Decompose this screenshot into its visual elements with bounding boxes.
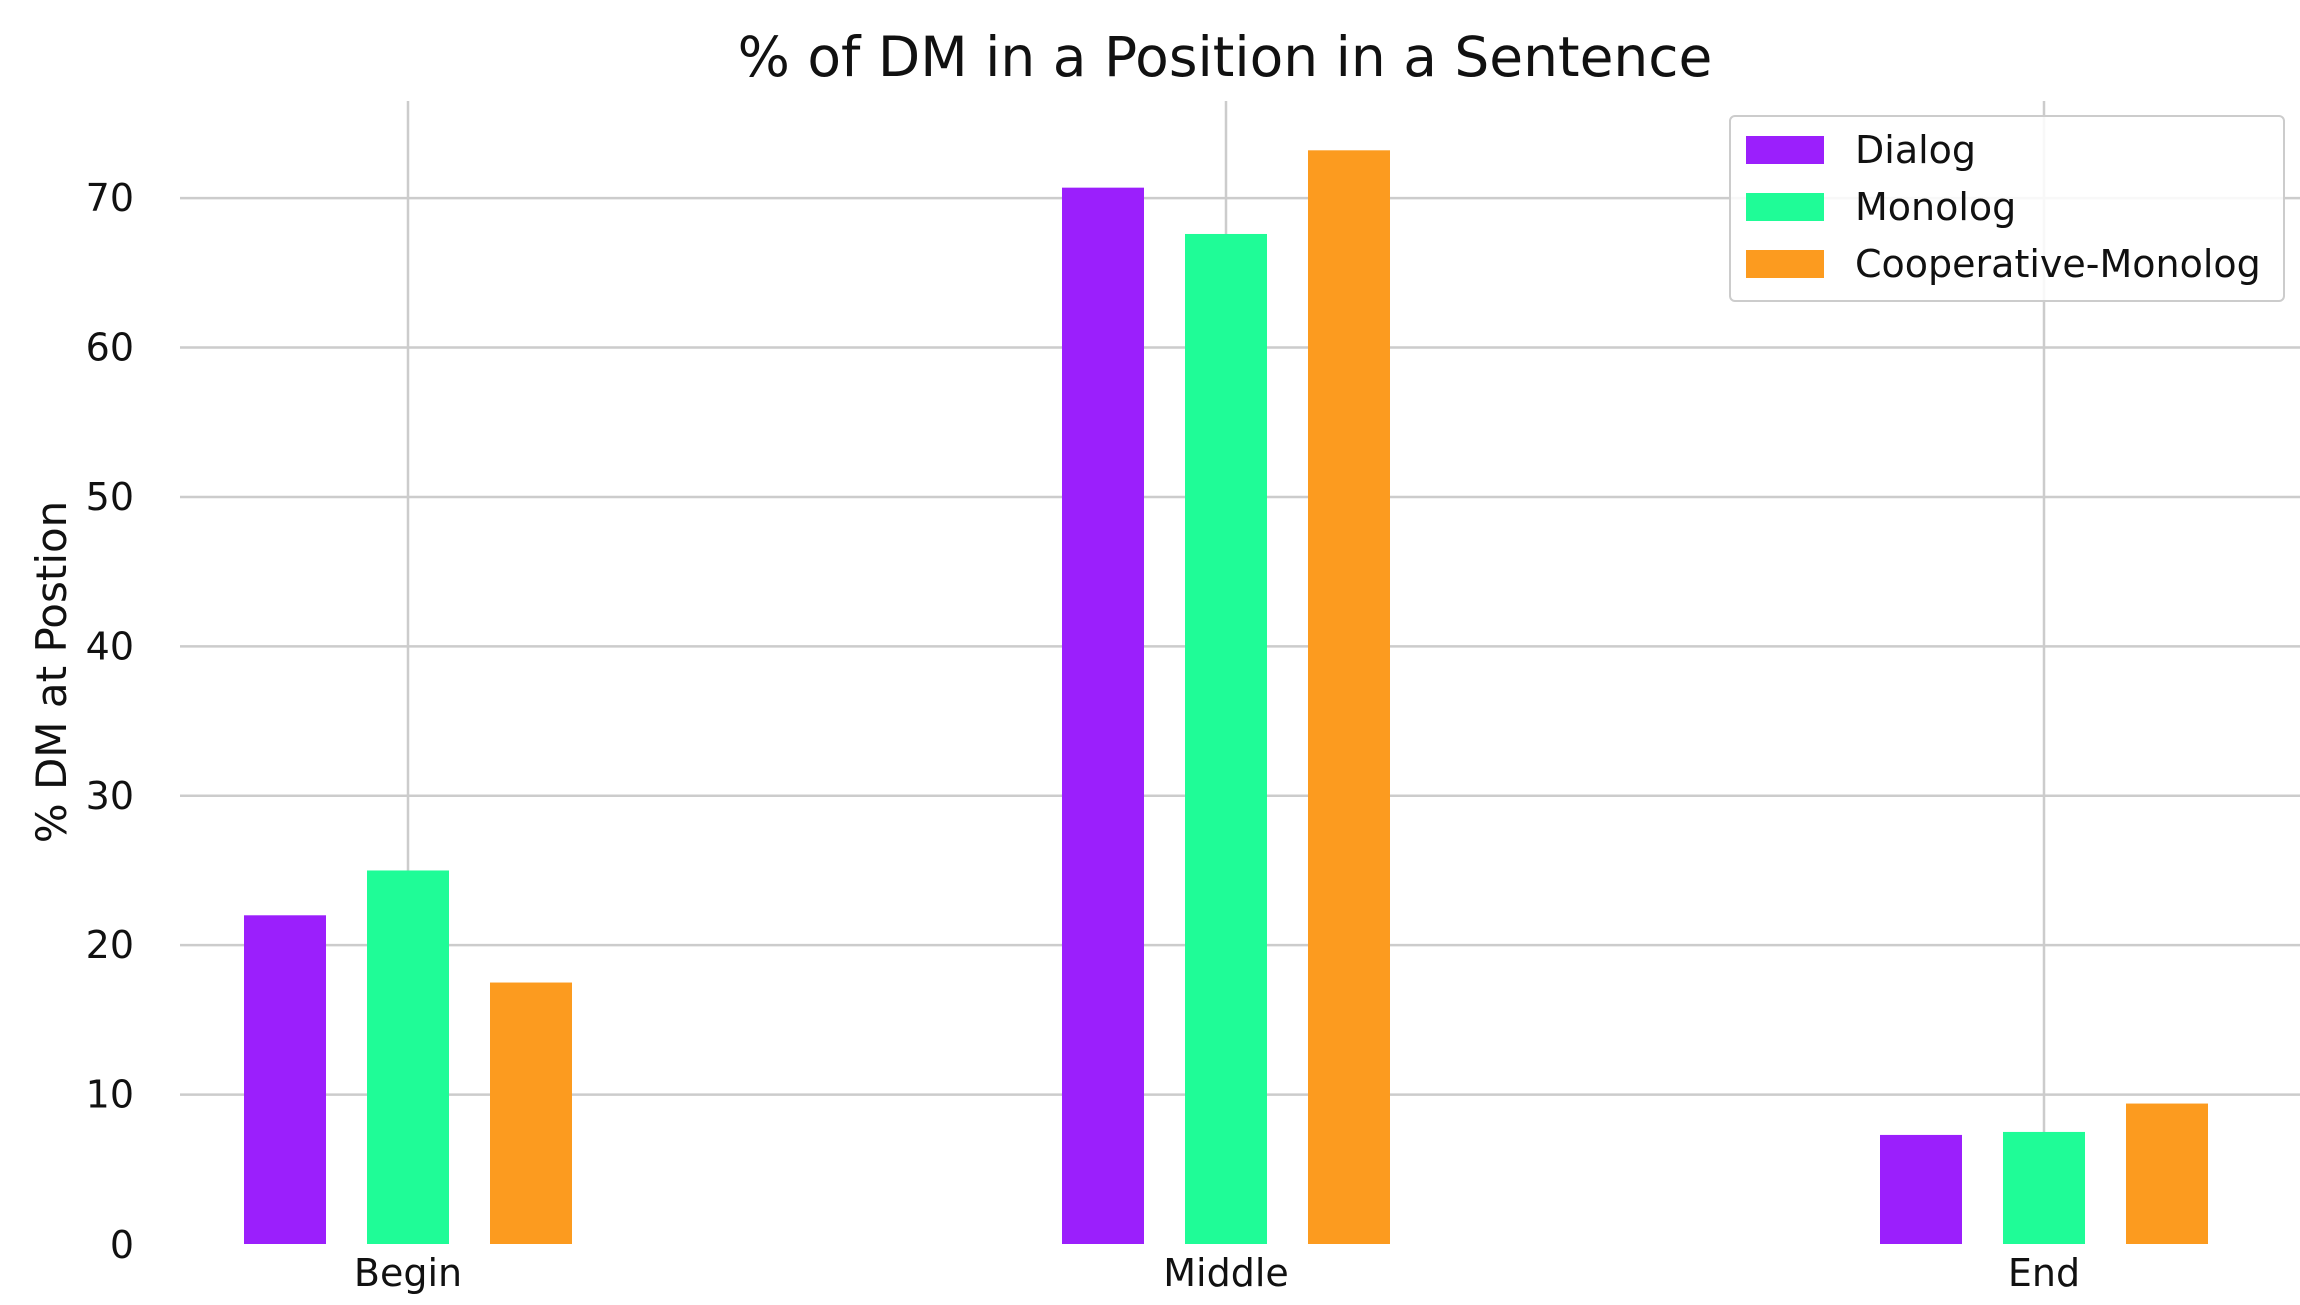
x-tick-label: Middle — [1163, 1251, 1289, 1295]
legend-swatch — [1746, 250, 1824, 278]
bar-dialog-begin — [244, 915, 326, 1244]
y-axis-ticks: 0 10 20 30 40 50 60 70 — [86, 176, 134, 1267]
bar-cooperative-monolog-begin — [490, 982, 572, 1244]
legend-label: Dialog — [1855, 128, 1976, 172]
bar-dialog-middle — [1062, 187, 1144, 1245]
bar-cooperative-monolog-middle — [1308, 150, 1390, 1244]
y-tick-label: 70 — [86, 176, 134, 220]
legend: Dialog Monolog Cooperative-Monolog — [1729, 115, 2285, 302]
x-axis-ticks: Begin Middle End — [354, 1251, 2080, 1295]
bar-monolog-end — [2003, 1131, 2085, 1244]
x-tick-label: Begin — [354, 1251, 462, 1295]
y-tick-label: 20 — [86, 923, 134, 967]
bar-dialog-end — [1880, 1134, 1962, 1244]
y-tick-label: 60 — [86, 326, 134, 370]
y-tick-label: 50 — [86, 475, 134, 519]
legend-label: Cooperative-Monolog — [1855, 242, 2261, 286]
bar-monolog-begin — [367, 870, 449, 1244]
legend-items: Dialog Monolog Cooperative-Monolog — [1746, 128, 2261, 286]
legend-swatch — [1746, 193, 1824, 221]
chart-title: % of DM in a Position in a Sentence — [738, 25, 1713, 89]
legend-frame — [1729, 115, 2285, 302]
legend-label: Monolog — [1855, 185, 2016, 229]
y-tick-label: 10 — [86, 1073, 134, 1117]
y-tick-label: 40 — [86, 624, 134, 668]
y-axis-label: % DM at Postion — [27, 501, 76, 844]
y-tick-label: 30 — [86, 774, 134, 818]
bar-monolog-middle — [1185, 233, 1267, 1245]
bar-cooperative-monolog-end — [2126, 1103, 2208, 1244]
x-tick-label: End — [2008, 1251, 2080, 1295]
y-tick-label: 0 — [110, 1223, 134, 1267]
bars — [244, 150, 2208, 1245]
legend-swatch — [1746, 136, 1824, 164]
